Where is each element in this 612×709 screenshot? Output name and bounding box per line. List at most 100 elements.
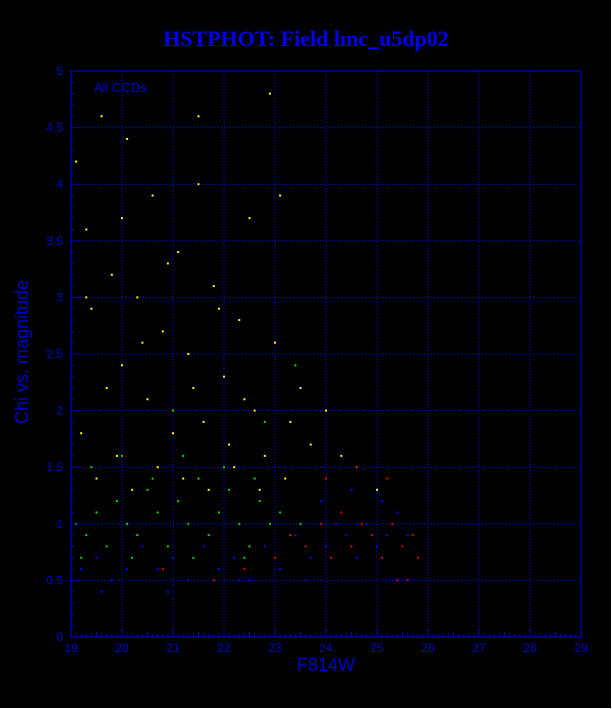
data-point <box>166 262 169 265</box>
data-point <box>192 556 195 559</box>
y-axis-label: Chi vs. magnitude <box>12 280 32 424</box>
data-point <box>391 522 394 525</box>
data-point <box>172 432 174 435</box>
y-tick-label: 0.5 <box>46 573 63 587</box>
data-point <box>309 556 312 559</box>
y-tick-label: 1 <box>56 517 63 531</box>
data-point <box>223 466 225 469</box>
y-tick-label: 2.5 <box>46 347 63 361</box>
data-point <box>126 568 129 571</box>
data-point <box>131 488 134 491</box>
data-point <box>381 556 384 559</box>
data-point <box>95 511 98 514</box>
data-point <box>182 454 185 457</box>
y-tick-label: 3.5 <box>46 234 63 248</box>
x-tick-label: 23 <box>268 641 282 655</box>
data-point <box>136 296 139 299</box>
data-point <box>335 522 338 525</box>
data-point <box>105 545 108 548</box>
data-point <box>217 511 220 514</box>
data-point <box>95 477 98 480</box>
data-point <box>141 341 144 344</box>
data-point <box>172 556 174 559</box>
data-point <box>243 568 246 571</box>
x-tick-label: 25 <box>370 641 384 655</box>
data-point <box>110 579 113 582</box>
data-points <box>75 92 419 593</box>
data-point <box>126 137 129 140</box>
data-point <box>187 579 190 582</box>
data-point <box>294 534 297 537</box>
chart-title: HSTPHOT: Field lmc_u5dp02 <box>163 26 449 51</box>
data-point <box>279 194 282 197</box>
data-point <box>197 115 200 118</box>
x-tick-label: 26 <box>421 641 435 655</box>
data-point <box>136 534 139 537</box>
data-point <box>258 500 261 503</box>
data-point <box>228 443 231 446</box>
data-point <box>376 545 378 548</box>
data-point <box>325 545 327 548</box>
data-point <box>355 466 358 469</box>
data-point <box>146 398 149 401</box>
data-point <box>75 160 78 163</box>
data-point <box>115 500 118 503</box>
data-point <box>386 477 389 480</box>
data-point <box>151 477 154 480</box>
data-point <box>151 194 154 197</box>
x-tick-label: 21 <box>166 641 180 655</box>
data-point <box>263 420 266 423</box>
data-point <box>401 545 404 548</box>
data-point <box>156 511 159 514</box>
data-point <box>126 522 129 525</box>
data-point <box>80 556 83 559</box>
data-point <box>411 534 414 537</box>
data-point <box>396 511 399 514</box>
data-point <box>85 296 88 299</box>
data-point <box>289 420 292 423</box>
data-point <box>319 522 322 525</box>
data-point <box>253 477 256 480</box>
data-point <box>121 454 123 457</box>
x-axis-label: F814W <box>297 655 355 675</box>
data-point <box>340 454 343 457</box>
data-point <box>182 477 185 480</box>
data-point <box>207 488 210 491</box>
data-point <box>95 556 98 559</box>
data-point <box>253 409 256 412</box>
data-point <box>207 534 210 537</box>
data-point <box>263 545 266 548</box>
data-point <box>325 409 327 412</box>
data-point <box>115 454 118 457</box>
data-point <box>121 364 123 367</box>
data-point <box>212 579 215 582</box>
data-point <box>90 307 93 310</box>
data-point <box>279 511 282 514</box>
data-point <box>110 273 113 276</box>
data-point <box>233 466 236 469</box>
data-point <box>233 556 236 559</box>
data-point <box>85 534 88 537</box>
data-point <box>131 556 134 559</box>
data-point <box>121 217 123 220</box>
data-point <box>376 488 378 491</box>
data-point <box>350 545 353 548</box>
data-point <box>299 386 302 389</box>
data-point <box>330 556 333 559</box>
data-point <box>365 522 368 525</box>
data-point <box>172 409 174 412</box>
x-tick-label: 20 <box>115 641 129 655</box>
data-point <box>156 466 159 469</box>
y-tick-label: 4 <box>56 177 63 191</box>
y-tick-label: 0 <box>56 630 63 644</box>
data-point <box>223 375 225 378</box>
data-point <box>258 488 261 491</box>
data-point <box>355 556 358 559</box>
data-point <box>370 534 373 537</box>
data-point <box>90 466 93 469</box>
data-point <box>299 522 302 525</box>
data-point <box>360 522 363 525</box>
data-point <box>243 398 246 401</box>
data-point <box>161 330 164 333</box>
